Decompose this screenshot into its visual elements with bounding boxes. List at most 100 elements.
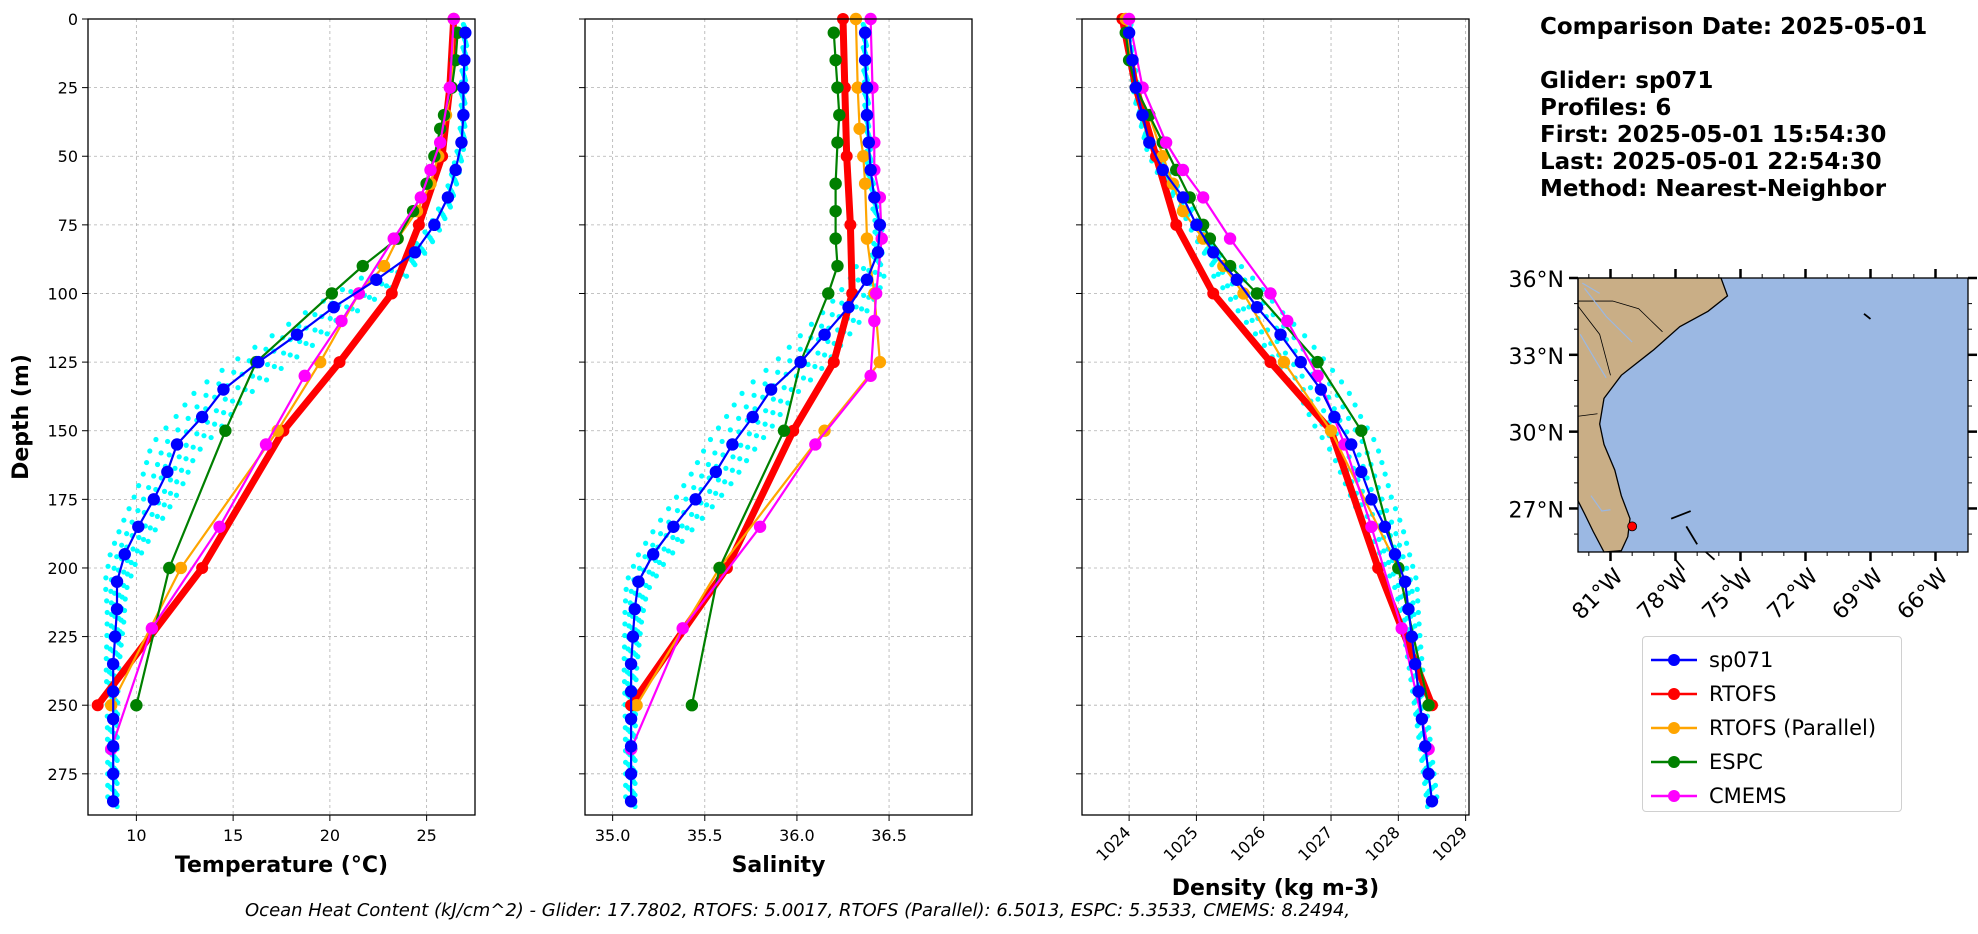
glider-scatter-point bbox=[1211, 273, 1217, 279]
glider-scatter-point bbox=[173, 413, 179, 420]
glider-scatter-point bbox=[642, 596, 649, 602]
glider-scatter-point bbox=[312, 327, 318, 333]
legend-marker-icon bbox=[1651, 790, 1697, 802]
glider-scatter-point bbox=[1419, 757, 1425, 763]
data-point bbox=[325, 287, 339, 300]
glider-scatter-point bbox=[1311, 344, 1317, 350]
glider-scatter-point bbox=[145, 538, 151, 544]
glider-scatter-point bbox=[622, 598, 629, 604]
glider-scatter-point bbox=[1306, 411, 1312, 418]
glider-scatter-point bbox=[348, 288, 354, 295]
glider-scatter-point bbox=[117, 654, 123, 660]
data-point bbox=[387, 232, 400, 245]
glider-scatter-point bbox=[371, 296, 378, 302]
data-point bbox=[132, 520, 145, 533]
glider-scatter-point bbox=[785, 400, 791, 406]
glider-scatter-point bbox=[176, 454, 182, 460]
glider-scatter-point bbox=[781, 385, 787, 391]
glider-scatter-point bbox=[707, 436, 714, 443]
data-point bbox=[219, 424, 232, 437]
data-point bbox=[163, 561, 176, 575]
island bbox=[1685, 525, 1698, 545]
glider-scatter-point bbox=[769, 423, 775, 429]
glider-scatter-point bbox=[147, 448, 153, 454]
glider-scatter-point bbox=[453, 181, 460, 187]
data-point bbox=[335, 314, 348, 328]
glider-scatter-point bbox=[797, 346, 803, 352]
map-lon-label: 78°W bbox=[1633, 564, 1694, 625]
data-point bbox=[726, 438, 739, 451]
y-tick-label: 25 bbox=[58, 79, 78, 98]
data-point bbox=[110, 575, 124, 588]
data-point bbox=[1355, 424, 1368, 437]
glider-scatter-point bbox=[719, 492, 725, 498]
glider-scatter-point bbox=[797, 333, 803, 339]
data-point bbox=[831, 81, 844, 94]
data-point bbox=[844, 218, 857, 231]
glider-scatter-point bbox=[153, 436, 159, 443]
glider-scatter-point bbox=[1215, 271, 1221, 277]
glider-scatter-point bbox=[684, 525, 690, 531]
glider-scatter-point bbox=[795, 388, 802, 395]
glider-scatter-point bbox=[719, 438, 725, 445]
glider-scatter-point bbox=[1138, 123, 1144, 129]
series-line bbox=[1128, 32, 1434, 802]
glider-scatter-point bbox=[850, 317, 856, 323]
glider-scatter-point bbox=[138, 550, 145, 556]
glider-scatter-point bbox=[762, 381, 768, 387]
first-time: First: 2025-05-01 15:54:30 bbox=[1540, 122, 1887, 148]
data-point bbox=[667, 520, 680, 533]
data-point bbox=[869, 287, 883, 300]
glider-scatter-point bbox=[111, 565, 117, 571]
glider-scatter-point bbox=[638, 619, 645, 625]
river bbox=[1579, 334, 1607, 379]
glider-scatter-point bbox=[190, 458, 196, 464]
glider-scatter-point bbox=[1416, 734, 1422, 740]
data-point bbox=[327, 301, 340, 314]
map-lat-label: 30°N bbox=[1509, 422, 1564, 447]
data-point bbox=[424, 163, 437, 177]
glider-scatter-point bbox=[1387, 573, 1393, 579]
legend-item-rtofs-parallel: RTOFS (Parallel) bbox=[1651, 711, 1893, 745]
glider-scatter-point bbox=[1233, 294, 1239, 300]
glider-scatter-point bbox=[646, 584, 653, 591]
glider-scatter-point bbox=[712, 450, 718, 456]
glider-scatter-point bbox=[263, 346, 269, 352]
glider-scatter-point bbox=[739, 390, 745, 396]
glider-scatter-point bbox=[172, 465, 178, 471]
map-lon-label: 66°W bbox=[1893, 564, 1954, 625]
data-point bbox=[1425, 795, 1439, 808]
glider-scatter-point bbox=[709, 504, 715, 510]
glider-scatter-point bbox=[723, 413, 730, 420]
glider-scatter-point bbox=[1220, 285, 1226, 291]
glider-scatter-point bbox=[116, 529, 122, 535]
map-lat-label: 36°N bbox=[1509, 268, 1564, 293]
legend-label: CMEMS bbox=[1709, 784, 1787, 808]
map-lon-label: 75°W bbox=[1698, 564, 1759, 625]
glider-scatter-point bbox=[763, 367, 769, 373]
glider-scatter-point bbox=[1261, 342, 1268, 348]
glider-scatter-point bbox=[650, 529, 656, 535]
data-point bbox=[873, 355, 887, 369]
data-point bbox=[858, 26, 872, 39]
data-point bbox=[794, 355, 807, 369]
data-point bbox=[1159, 136, 1173, 149]
glider-scatter-point bbox=[745, 444, 751, 450]
series-line bbox=[110, 19, 455, 750]
river bbox=[1582, 282, 1600, 294]
method: Method: Nearest-Neighbor bbox=[1540, 176, 1887, 202]
x-tick-label: 36.5 bbox=[871, 826, 907, 845]
glider-scatter-point bbox=[691, 484, 697, 491]
glider-scatter-point bbox=[1227, 296, 1234, 302]
data-point bbox=[106, 740, 120, 753]
data-point bbox=[829, 204, 842, 218]
glider-scatter-point bbox=[625, 575, 631, 581]
data-point bbox=[624, 740, 638, 753]
data-point bbox=[842, 301, 855, 314]
glider-scatter-point bbox=[1315, 396, 1321, 402]
series-espc bbox=[685, 26, 846, 712]
glider-scatter-point bbox=[635, 552, 642, 558]
glider-scatter-point bbox=[221, 410, 227, 416]
glider-scatter-point bbox=[132, 561, 138, 567]
x-tick-label: 25 bbox=[416, 826, 436, 845]
